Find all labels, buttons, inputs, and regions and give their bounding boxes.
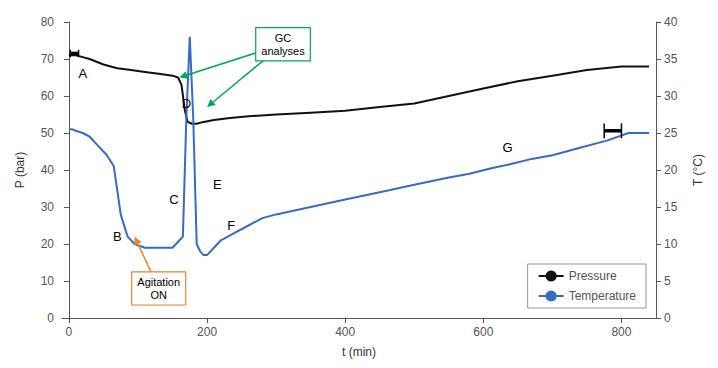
svg-text:E: E [213, 177, 222, 192]
svg-text:10: 10 [41, 274, 55, 288]
svg-text:T (°C): T (°C) [691, 154, 705, 186]
svg-text:200: 200 [197, 325, 217, 339]
svg-text:25: 25 [664, 126, 678, 140]
svg-text:20: 20 [664, 163, 678, 177]
svg-text:F: F [227, 218, 235, 233]
svg-text:800: 800 [611, 325, 631, 339]
svg-text:C: C [169, 192, 178, 207]
svg-text:80: 80 [41, 15, 55, 29]
svg-text:analyses: analyses [261, 45, 305, 57]
svg-text:ON: ON [150, 289, 167, 301]
svg-text:0: 0 [47, 311, 54, 325]
svg-text:20: 20 [41, 237, 55, 251]
svg-text:70: 70 [41, 52, 55, 66]
svg-text:Agitation: Agitation [137, 276, 180, 288]
svg-text:B: B [113, 229, 122, 244]
svg-text:30: 30 [41, 200, 55, 214]
svg-text:40: 40 [41, 163, 55, 177]
svg-text:50: 50 [41, 126, 55, 140]
svg-text:P (bar): P (bar) [13, 152, 27, 188]
svg-text:600: 600 [473, 325, 493, 339]
svg-text:Temperature: Temperature [569, 289, 637, 303]
svg-text:30: 30 [664, 89, 678, 103]
svg-text:60: 60 [41, 89, 55, 103]
svg-text:5: 5 [664, 274, 671, 288]
svg-text:G: G [502, 140, 512, 155]
svg-text:15: 15 [664, 200, 678, 214]
svg-text:10: 10 [664, 237, 678, 251]
svg-text:0: 0 [664, 311, 671, 325]
svg-text:40: 40 [664, 15, 678, 29]
svg-text:D: D [182, 96, 191, 111]
svg-text:35: 35 [664, 52, 678, 66]
svg-text:0: 0 [66, 325, 73, 339]
svg-text:Pressure: Pressure [569, 269, 617, 283]
svg-text:400: 400 [335, 325, 355, 339]
svg-text:GC: GC [275, 32, 292, 44]
svg-text:A: A [78, 66, 87, 81]
svg-text:t (min): t (min) [342, 345, 376, 359]
